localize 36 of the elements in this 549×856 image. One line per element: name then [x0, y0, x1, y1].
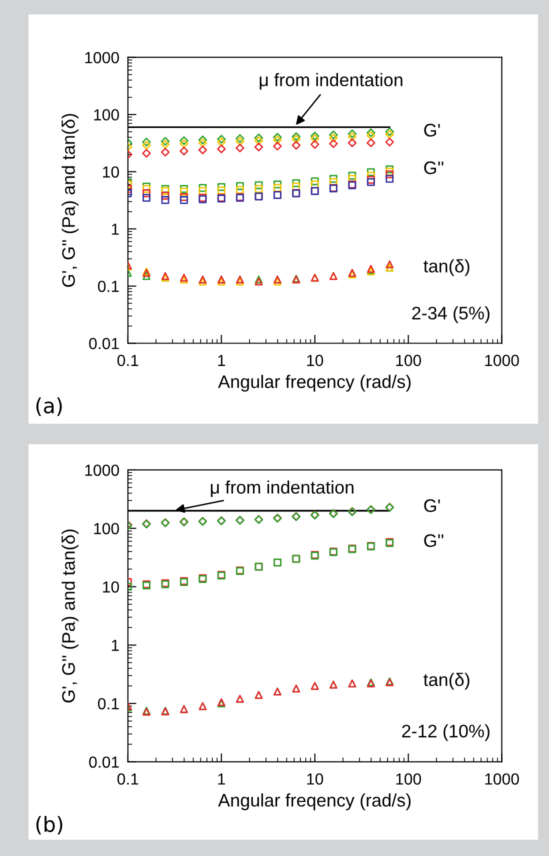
y-axis-title: G', G'' (Pa) and tan(δ)	[62, 530, 78, 702]
y-tick-label: 1000	[85, 464, 119, 476]
x-tick-label: 10	[307, 773, 324, 785]
x-tick-label: 1000	[485, 773, 519, 785]
x-tick-label: 1	[218, 774, 226, 785]
x-tick-label: 10	[307, 354, 324, 366]
ref-line-label: μ from indentation	[210, 480, 354, 498]
y-tick-label: 1	[112, 640, 119, 651]
x-tick-label: 100	[396, 354, 422, 366]
annotation: G''	[424, 161, 444, 174]
y-tick-label: 0.01	[89, 756, 119, 768]
annotation: G''	[424, 534, 444, 547]
y-axis-title: G', G'' (Pa) and tan(δ)	[62, 114, 78, 287]
y-tick-label: 0.1	[98, 698, 119, 710]
y-tick-label: 0.01	[89, 338, 119, 350]
y-tick-label: 0.1	[98, 280, 119, 292]
y-tick-label: 100	[94, 522, 119, 534]
x-axis-title: Angular freqency (rad/s)	[218, 793, 411, 810]
x-tick-label: 100	[396, 773, 422, 785]
x-tick-label: 1	[218, 354, 226, 366]
y-tick-label: 10	[103, 166, 119, 178]
y-tick-label: 1	[112, 224, 119, 235]
ref-line-label: μ from indentation	[260, 73, 402, 90]
annotation: G'	[424, 499, 440, 512]
annotation: 2-12 (10%)	[402, 724, 490, 742]
x-tick-label: 1000	[485, 354, 519, 366]
x-axis-title: Angular freqency (rad/s)	[218, 374, 411, 392]
y-tick-label: 10	[103, 581, 119, 593]
y-tick-label: 100	[94, 109, 119, 120]
text: (b)	[36, 816, 62, 835]
annotation: tan(δ)	[424, 672, 470, 690]
text: (a)	[36, 397, 62, 416]
annotation: G'	[424, 124, 440, 137]
annotation: 2-34 (5%)	[412, 306, 490, 324]
y-tick-label: 1000	[85, 52, 119, 64]
annotation: tan(δ)	[424, 259, 470, 276]
